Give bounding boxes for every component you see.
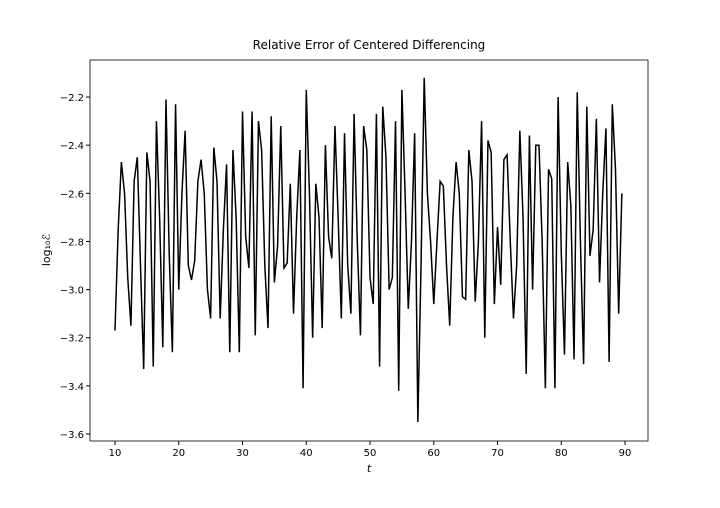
y-tick-label: −2.6 <box>60 189 84 200</box>
y-tick-label: −2.8 <box>60 237 84 248</box>
x-tick-label: 20 <box>172 448 185 459</box>
y-tick-label: −3.2 <box>60 334 84 345</box>
y-axis-label: log₁₀ℰ <box>40 234 53 267</box>
y-tick-label: −2.4 <box>60 141 84 152</box>
x-tick-label: 10 <box>109 448 122 459</box>
x-tick-label: 70 <box>491 448 504 459</box>
chart-title: Relative Error of Centered Differencing <box>253 38 486 52</box>
y-tick-label: −2.2 <box>60 93 84 104</box>
line <box>114 77 623 423</box>
x-axis-label: t <box>367 462 372 475</box>
x-tick-label: 50 <box>364 448 377 459</box>
x-tick-label: 60 <box>427 448 440 459</box>
x-tick-label: 40 <box>300 448 313 459</box>
y-tick-label: −3.0 <box>60 286 84 297</box>
y-tick-label: −3.4 <box>60 382 84 393</box>
x-tick-label: 30 <box>236 448 249 459</box>
y-tick-label: −3.6 <box>60 430 84 441</box>
plot-frame <box>89 59 649 442</box>
x-tick-label: 90 <box>619 448 632 459</box>
x-tick-label: 80 <box>555 448 568 459</box>
